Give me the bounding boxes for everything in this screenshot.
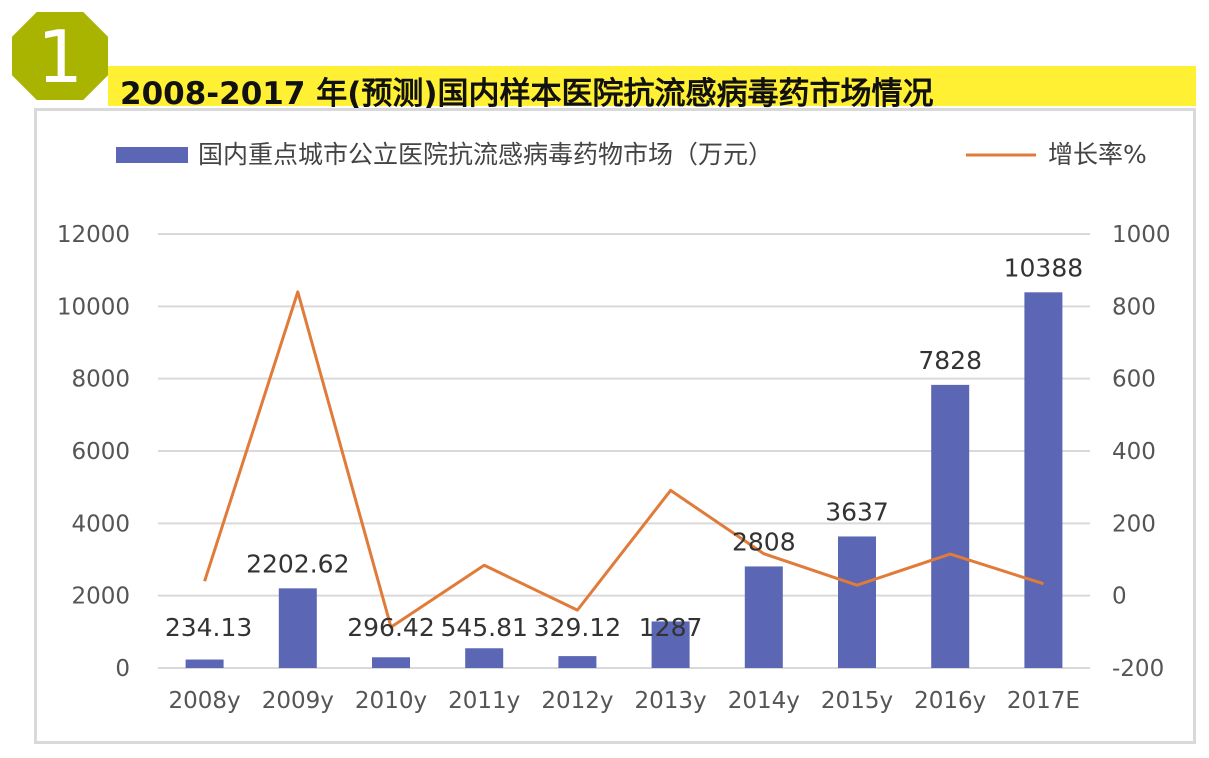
bar-data-label: 329.12 bbox=[534, 613, 621, 642]
bar-data-label: 10388 bbox=[1004, 253, 1084, 282]
x-axis-tick-label: 2011y bbox=[448, 688, 520, 714]
bar bbox=[372, 657, 410, 668]
section-number-badge: 1 bbox=[8, 8, 112, 104]
badge-octagon bbox=[8, 8, 112, 104]
bar bbox=[1024, 292, 1063, 668]
bar-data-labels: 234.13 2202.62 296.42 545.81 329.12 1287 2808 3… bbox=[165, 253, 1083, 642]
right-axis-tick-label: 200 bbox=[1112, 511, 1156, 537]
growth-line-series bbox=[203, 290, 1044, 629]
bar bbox=[931, 384, 970, 668]
left-axis-ticks: 0 2000 4000 6000 8000 10000 12000 bbox=[57, 222, 130, 682]
legend: 国内重点城市公立医院抗流感病毒药物市场（万元） 增长率% bbox=[116, 140, 1147, 169]
x-axis-tick-label: 2013y bbox=[635, 688, 707, 714]
left-axis-tick-label: 12000 bbox=[57, 222, 130, 248]
bar bbox=[465, 648, 504, 668]
left-axis-tick-label: 6000 bbox=[71, 439, 130, 465]
right-axis-tick-label: 600 bbox=[1112, 367, 1156, 393]
title-highlight-bar bbox=[108, 66, 1196, 106]
x-axis-tick-label: 2017E bbox=[1007, 688, 1080, 714]
x-axis-tick-label: 2016y bbox=[914, 688, 986, 714]
bar bbox=[185, 659, 224, 668]
bar bbox=[558, 656, 597, 668]
right-axis-tick-label: 0 bbox=[1112, 584, 1127, 610]
left-axis-tick-label: 2000 bbox=[71, 584, 130, 610]
badge-number: 1 bbox=[37, 15, 83, 99]
legend-bar-swatch bbox=[116, 147, 188, 163]
bar-data-label: 545.81 bbox=[440, 613, 527, 642]
bar-data-label: 1287 bbox=[639, 613, 703, 642]
x-axis-tick-label: 2014y bbox=[728, 688, 800, 714]
right-axis-tick-label: -200 bbox=[1112, 656, 1164, 682]
right-axis-tick-label: 400 bbox=[1112, 439, 1156, 465]
bar bbox=[744, 566, 783, 668]
bar-data-label: 7828 bbox=[918, 346, 982, 375]
x-axis-tick-label: 2015y bbox=[821, 688, 893, 714]
x-axis-tick-label: 2008y bbox=[169, 688, 241, 714]
left-axis-tick-label: 4000 bbox=[71, 511, 130, 537]
left-axis-tick-label: 10000 bbox=[57, 294, 130, 320]
bar bbox=[278, 588, 317, 668]
bar-data-label: 3637 bbox=[825, 497, 889, 526]
bar-data-label: 234.13 bbox=[165, 613, 252, 642]
x-axis-ticks: 2008y 2009y 2010y 2011y 2012y 2013y 2014y 2015y… bbox=[169, 688, 1080, 714]
page-title: 2008-2017 年(预测)国内样本医院抗流感病毒药市场情况 bbox=[120, 76, 934, 112]
right-axis-ticks: -200 0 200 400 600 800 1000 bbox=[1112, 222, 1171, 682]
legend-line-label: 增长率% bbox=[1048, 140, 1147, 169]
bar bbox=[651, 621, 690, 668]
x-axis-tick-label: 2012y bbox=[541, 688, 613, 714]
bar-data-label: 2202.62 bbox=[246, 549, 349, 578]
left-axis-tick-label: 0 bbox=[115, 656, 130, 682]
growth-line bbox=[203, 290, 1044, 629]
chart-frame bbox=[34, 108, 1196, 744]
bar-series bbox=[185, 292, 1063, 668]
right-axis-tick-label: 1000 bbox=[1112, 222, 1171, 248]
right-axis-tick-label: 800 bbox=[1112, 294, 1156, 320]
bar bbox=[838, 536, 876, 668]
x-axis-tick-label: 2010y bbox=[355, 688, 427, 714]
x-axis-tick-label: 2009y bbox=[262, 688, 334, 714]
left-axis-tick-label: 8000 bbox=[71, 367, 130, 393]
bar-data-label: 296.42 bbox=[347, 613, 434, 642]
bar-data-label: 2808 bbox=[732, 527, 796, 556]
legend-bar-label: 国内重点城市公立医院抗流感病毒药物市场（万元） bbox=[198, 140, 773, 169]
